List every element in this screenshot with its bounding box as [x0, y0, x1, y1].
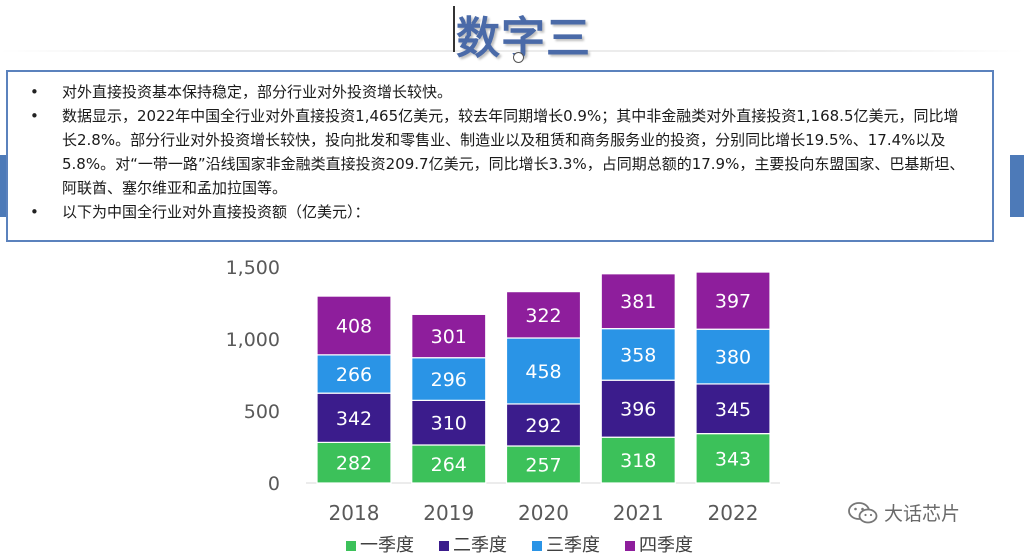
bar-segment [411, 313, 487, 359]
bullet-list: 对外直接投资基本保持稳定，部分行业对外投资增长较快。 数据显示，2022年中国全… [30, 80, 970, 224]
bullet-text-box[interactable]: 对外直接投资基本保持稳定，部分行业对外投资增长较快。 数据显示，2022年中国全… [6, 70, 994, 242]
legend-swatch [346, 541, 356, 551]
data-label: 381 [620, 291, 656, 313]
legend-swatch [625, 541, 635, 551]
data-label: 296 [431, 369, 467, 391]
legend-swatch [439, 541, 449, 551]
data-label: 310 [431, 413, 467, 435]
y-tick-label: 1,500 [226, 257, 280, 279]
data-label: 264 [431, 454, 467, 476]
bar-segment [695, 271, 771, 330]
legend-label: 二季度 [453, 535, 507, 556]
bar-segment [316, 295, 392, 356]
x-tick-label: 2022 [708, 501, 759, 525]
investment-stacked-bar-chart: 0 500 1,000 1,500 282 342 266 408 2018 264 310 296 3… [226, 257, 780, 556]
x-tick-label: 2020 [518, 501, 569, 525]
watermark: 大话芯片 [848, 499, 960, 526]
bar-segment [411, 444, 487, 484]
data-label: 380 [715, 347, 751, 369]
bar-segment [316, 392, 392, 443]
bullet-item: 以下为中国全行业对外直接投资额（亿美元）： [30, 200, 970, 224]
bar-segment [316, 354, 392, 394]
data-label: 322 [525, 305, 561, 327]
bar-segment [600, 273, 676, 330]
text-cursor [453, 6, 455, 52]
right-side-tab [1010, 155, 1024, 217]
data-label: 358 [620, 344, 656, 366]
y-tick-label: 0 [268, 473, 280, 495]
x-tick-label: 2018 [329, 501, 380, 525]
bar-segment [600, 379, 676, 438]
bar-segment [411, 357, 487, 401]
data-label: 397 [715, 291, 751, 313]
bar-segment [695, 433, 771, 484]
bullet-item: 数据显示，2022年中国全行业对外直接投资1,465亿美元，较去年同期增长0.9… [30, 104, 970, 200]
data-label: 343 [715, 448, 751, 470]
title-divider [0, 50, 1024, 52]
legend-label: 三季度 [546, 535, 600, 556]
rotate-handle[interactable] [513, 52, 524, 63]
legend-swatch [532, 541, 542, 551]
y-tick-label: 500 [244, 401, 280, 423]
legend-label: 四季度 [639, 535, 693, 556]
data-label: 292 [525, 415, 561, 437]
wechat-icon [848, 501, 878, 523]
y-tick-label: 1,000 [226, 329, 280, 351]
bar-segment [695, 383, 771, 435]
data-label: 458 [525, 361, 561, 383]
data-label: 342 [336, 408, 372, 430]
bar-segment [505, 337, 582, 405]
legend-label: 一季度 [360, 535, 414, 556]
x-tick-label: 2019 [423, 501, 474, 525]
data-label: 282 [336, 453, 372, 475]
data-label: 318 [620, 450, 656, 472]
bar-segment [505, 291, 582, 339]
data-label: 396 [620, 399, 656, 421]
data-label: 301 [431, 326, 467, 348]
bar-segment [600, 436, 676, 484]
bar-segment [695, 328, 771, 385]
x-tick-label: 2021 [613, 501, 664, 525]
bar-segment [505, 403, 582, 447]
data-label: 345 [715, 399, 751, 421]
bar-segment [505, 445, 582, 484]
data-label: 257 [525, 454, 561, 476]
data-label: 408 [336, 315, 372, 337]
watermark-text: 大话芯片 [884, 503, 961, 525]
title-area: 数字三 [0, 0, 1024, 64]
bullet-item: 对外直接投资基本保持稳定，部分行业对外投资增长较快。 [30, 80, 970, 104]
data-label: 266 [336, 364, 372, 386]
